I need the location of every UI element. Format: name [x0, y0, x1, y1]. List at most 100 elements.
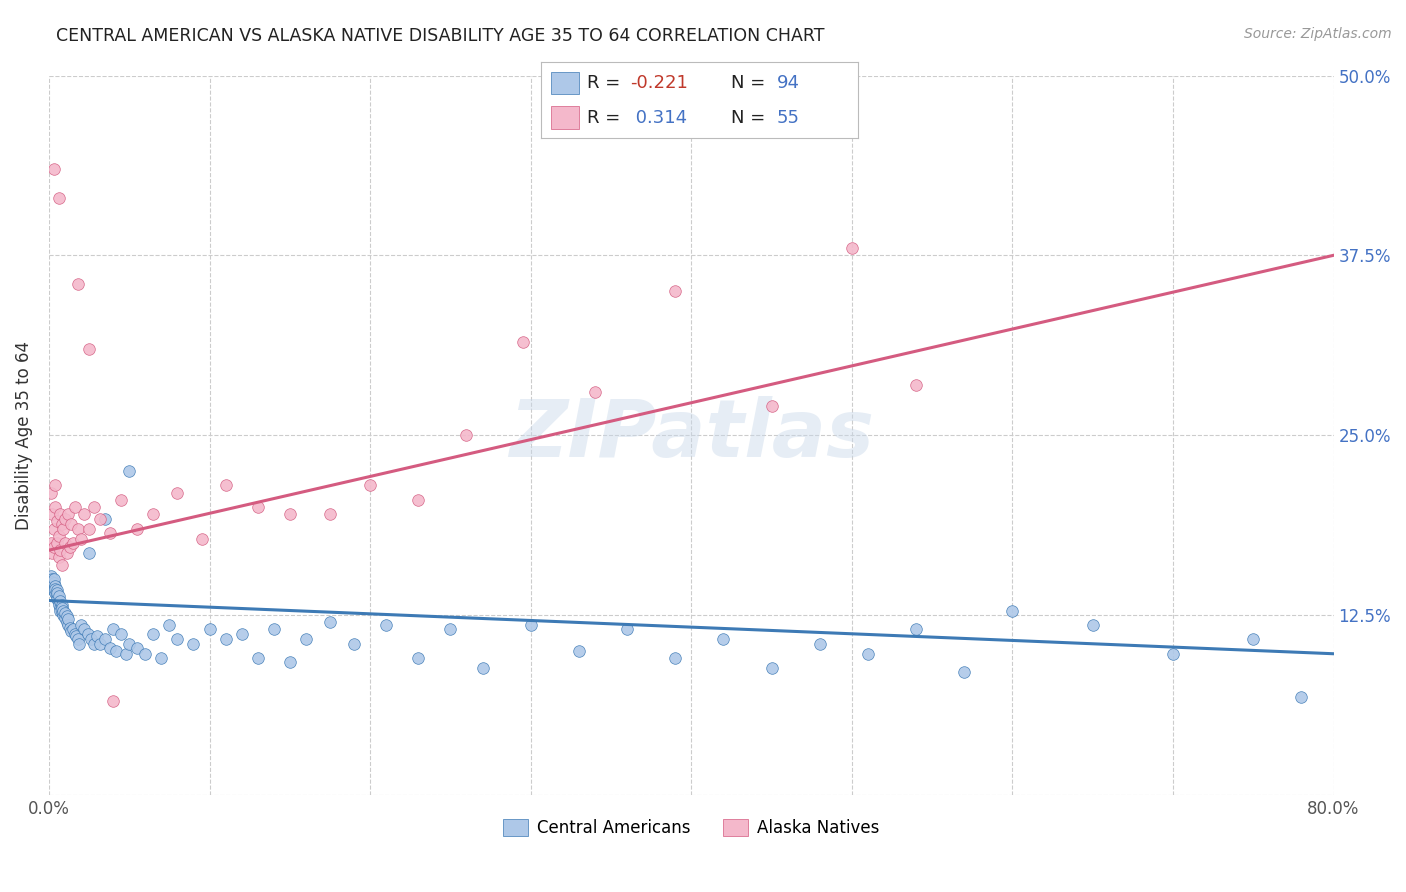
- Point: [51, 605, 73, 619]
- Point: [89, 511, 111, 525]
- Point: [214, 478, 236, 492]
- Point: [51, 558, 73, 572]
- Point: [39, 574, 62, 589]
- Point: [190, 532, 212, 546]
- Point: [94, 632, 117, 647]
- Point: [58, 612, 80, 626]
- Text: Source: ZipAtlas.com: Source: ZipAtlas.com: [1244, 27, 1392, 41]
- Point: [953, 665, 976, 680]
- Point: [42, 572, 65, 586]
- Point: [583, 384, 606, 399]
- Point: [63, 626, 86, 640]
- Point: [42, 522, 65, 536]
- Point: [80, 632, 103, 647]
- Point: [62, 622, 84, 636]
- FancyBboxPatch shape: [551, 106, 579, 129]
- Point: [53, 536, 76, 550]
- Point: [46, 586, 69, 600]
- Point: [66, 632, 89, 647]
- Point: [51, 517, 73, 532]
- Point: [52, 604, 75, 618]
- Point: [359, 478, 381, 492]
- Point: [246, 500, 269, 514]
- Point: [41, 507, 63, 521]
- Point: [1161, 647, 1184, 661]
- Point: [55, 546, 77, 560]
- Point: [761, 661, 783, 675]
- Point: [83, 637, 105, 651]
- Point: [471, 661, 494, 675]
- Point: [44, 582, 66, 596]
- Point: [73, 507, 96, 521]
- Point: [53, 511, 76, 525]
- Point: [568, 644, 591, 658]
- Point: [439, 622, 461, 636]
- Point: [53, 611, 76, 625]
- Point: [841, 241, 863, 255]
- Point: [77, 522, 100, 536]
- Point: [48, 595, 70, 609]
- Point: [89, 637, 111, 651]
- Point: [319, 615, 342, 629]
- Point: [60, 517, 83, 532]
- Point: [456, 428, 478, 442]
- Point: [70, 532, 93, 546]
- Point: [150, 651, 173, 665]
- Point: [343, 637, 366, 651]
- Point: [83, 500, 105, 514]
- Text: N =: N =: [731, 109, 770, 127]
- Point: [86, 630, 108, 644]
- Point: [53, 607, 76, 621]
- Point: [406, 651, 429, 665]
- Point: [52, 607, 75, 622]
- Point: [664, 651, 686, 665]
- Point: [1241, 632, 1264, 647]
- Point: [98, 525, 121, 540]
- FancyBboxPatch shape: [551, 71, 579, 95]
- Point: [46, 592, 69, 607]
- Text: 94: 94: [778, 74, 800, 92]
- Point: [41, 572, 63, 586]
- Point: [519, 618, 541, 632]
- Point: [118, 464, 141, 478]
- Point: [157, 618, 180, 632]
- Point: [142, 507, 165, 521]
- Point: [142, 626, 165, 640]
- Point: [66, 522, 89, 536]
- Point: [70, 618, 93, 632]
- Point: [41, 574, 63, 589]
- Point: [63, 500, 86, 514]
- Text: ZIPatlas: ZIPatlas: [509, 396, 873, 475]
- Point: [39, 579, 62, 593]
- Text: R =: R =: [588, 109, 626, 127]
- Point: [49, 507, 72, 521]
- Point: [127, 640, 149, 655]
- Point: [44, 500, 66, 514]
- Text: -0.221: -0.221: [630, 74, 688, 92]
- Text: 0.314: 0.314: [630, 109, 688, 127]
- Point: [278, 656, 301, 670]
- Point: [49, 543, 72, 558]
- Point: [231, 626, 253, 640]
- Point: [39, 569, 62, 583]
- Point: [39, 485, 62, 500]
- Point: [103, 622, 125, 636]
- Point: [110, 626, 132, 640]
- Point: [110, 492, 132, 507]
- Point: [905, 377, 928, 392]
- Point: [42, 581, 65, 595]
- Point: [42, 576, 65, 591]
- Point: [41, 582, 63, 596]
- Text: N =: N =: [731, 74, 770, 92]
- Point: [295, 632, 318, 647]
- Point: [44, 579, 66, 593]
- Point: [69, 637, 91, 651]
- Point: [246, 651, 269, 665]
- Point: [105, 644, 128, 658]
- Point: [42, 583, 65, 598]
- Point: [55, 609, 77, 624]
- Point: [48, 550, 70, 565]
- Point: [58, 618, 80, 632]
- Point: [42, 541, 65, 555]
- Point: [44, 586, 66, 600]
